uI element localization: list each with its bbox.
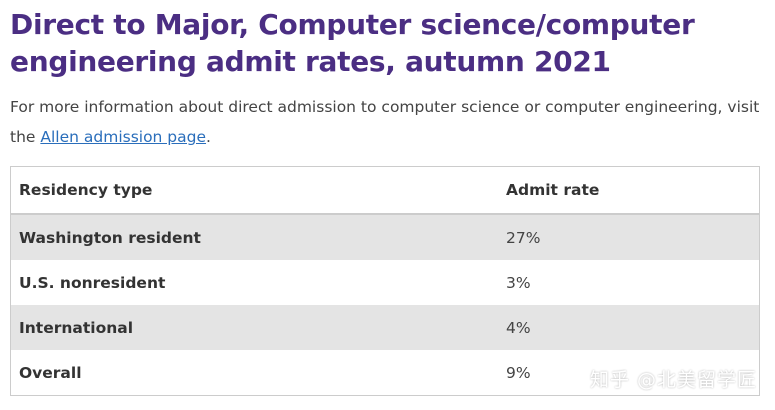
table-row: U.S. nonresident 3% (11, 260, 760, 305)
intro-paragraph: For more information about direct admiss… (10, 92, 765, 152)
rate-cell: 3% (506, 273, 531, 292)
admit-rates-table: Residency type Admit rate Washington res… (10, 166, 760, 396)
intro-text: For more information about direct admiss… (10, 98, 760, 146)
header-admit-rate: Admit rate (498, 166, 760, 215)
residency-cell: U.S. nonresident (19, 273, 166, 292)
intro-text-end: . (206, 128, 211, 146)
residency-cell: International (10, 305, 498, 350)
table-row: Washington resident 27% (10, 214, 760, 260)
residency-cell: Overall (19, 363, 82, 382)
allen-admission-link[interactable]: Allen admission page (40, 128, 207, 146)
header-residency-type: Residency type (10, 166, 498, 215)
table-row: International 4% (10, 305, 760, 350)
residency-cell: Washington resident (10, 214, 498, 260)
rate-cell: 4% (498, 305, 760, 350)
page-content: Direct to Major, Computer science/comput… (10, 0, 765, 396)
rate-cell: 27% (498, 214, 760, 260)
watermark: 知乎 @北美留学匠 (589, 369, 757, 391)
page-title: Direct to Major, Computer science/comput… (10, 8, 695, 78)
rate-cell: 9% (506, 363, 531, 382)
table-header-row: Residency type Admit rate (10, 166, 760, 215)
table-row: Overall 9% (11, 350, 760, 396)
